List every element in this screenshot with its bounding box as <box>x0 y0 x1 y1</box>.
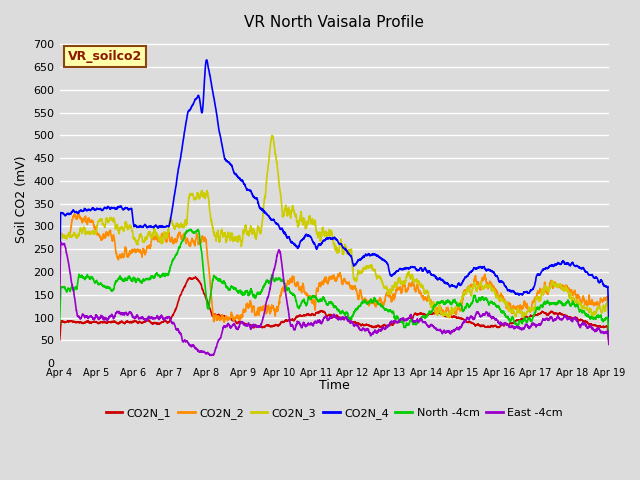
X-axis label: Time: Time <box>319 379 349 392</box>
Y-axis label: Soil CO2 (mV): Soil CO2 (mV) <box>15 156 28 243</box>
Legend: CO2N_1, CO2N_2, CO2N_3, CO2N_4, North -4cm, East -4cm: CO2N_1, CO2N_2, CO2N_3, CO2N_4, North -4… <box>101 403 567 423</box>
Text: VR_soilco2: VR_soilco2 <box>68 50 142 63</box>
Title: VR North Vaisala Profile: VR North Vaisala Profile <box>244 15 424 30</box>
